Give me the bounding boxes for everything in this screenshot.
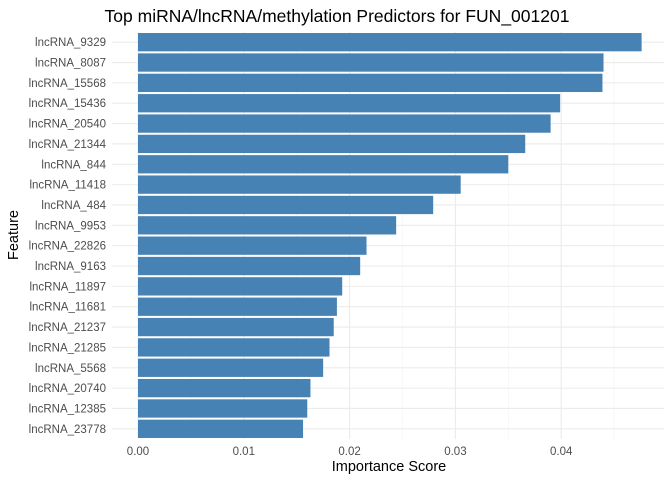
y-tick-label: lncRNA_21344 [29, 139, 107, 151]
y-tick-label: lncRNA_22826 [29, 241, 106, 253]
y-tick-label: lncRNA_12385 [29, 403, 106, 415]
y-tick-label: lncRNA_21285 [29, 342, 106, 354]
bar [138, 73, 603, 93]
bar [138, 297, 337, 316]
y-tick-label: lncRNA_20540 [29, 119, 106, 131]
bar [138, 175, 461, 194]
y-tick-labels: lncRNA_9329 lncRNA_8087 lncRNA_15568 lncRNA… [29, 37, 107, 436]
x-axis-title: Importance Score [332, 459, 446, 475]
bar [138, 134, 526, 154]
y-tick-label: lncRNA_844 [41, 159, 106, 171]
y-axis-title: Feature [6, 210, 22, 260]
y-tick-label: lncRNA_9329 [35, 37, 106, 49]
bar [138, 399, 308, 418]
x-tick-label: 0.03 [444, 446, 466, 458]
bar [138, 338, 330, 357]
bar [138, 155, 509, 174]
bar [138, 236, 367, 255]
y-tick-label: lncRNA_484 [41, 200, 106, 212]
x-tick-label: 0.00 [127, 446, 149, 458]
y-tick-label: lncRNA_15568 [29, 78, 106, 90]
chart-title: Top miRNA/lncRNA/methylation Predictors … [105, 6, 570, 27]
x-tick-label: 0.02 [338, 446, 360, 458]
y-tick-label: lncRNA_8087 [35, 58, 106, 70]
bar [138, 419, 304, 438]
bar [138, 33, 642, 52]
bars [138, 33, 642, 438]
x-tick-labels: 0.00 0.01 0.02 0.03 0.04 [127, 446, 573, 458]
bar [138, 378, 311, 398]
x-tick-label: 0.01 [233, 446, 255, 458]
bar [138, 114, 551, 133]
bar [138, 94, 561, 113]
y-tick-label: lncRNA_23778 [29, 424, 106, 436]
y-tick-label: lncRNA_20740 [29, 383, 106, 395]
y-tick-label: lncRNA_5568 [35, 363, 106, 375]
bar [138, 216, 397, 235]
bar [138, 317, 334, 337]
x-tick-label: 0.04 [550, 446, 573, 458]
y-tick-label: lncRNA_11897 [29, 281, 106, 293]
y-tick-label: lncRNA_9953 [35, 220, 106, 232]
bar [138, 256, 361, 276]
bar [138, 53, 604, 72]
y-tick-label: lncRNA_11418 [29, 180, 106, 192]
y-tick-label: lncRNA_21237 [29, 322, 106, 334]
grid-lines [112, 32, 664, 439]
y-tick-label: lncRNA_9163 [35, 261, 106, 273]
bar [138, 195, 434, 215]
bar [138, 358, 324, 377]
y-tick-label: lncRNA_15436 [29, 98, 106, 110]
y-tick-label: lncRNA_11681 [29, 302, 106, 314]
bar [138, 277, 343, 296]
